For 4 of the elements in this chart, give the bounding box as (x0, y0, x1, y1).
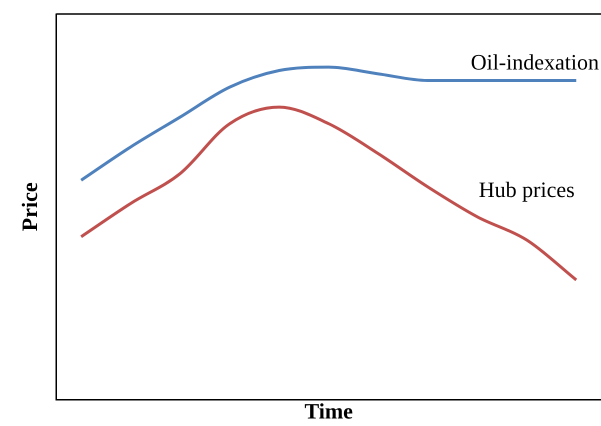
x-axis-title: Time (304, 398, 354, 424)
series-label: Oil-indexation (470, 49, 599, 74)
series-label: Hub prices (478, 176, 575, 202)
y-axis-title: Price (16, 182, 42, 232)
